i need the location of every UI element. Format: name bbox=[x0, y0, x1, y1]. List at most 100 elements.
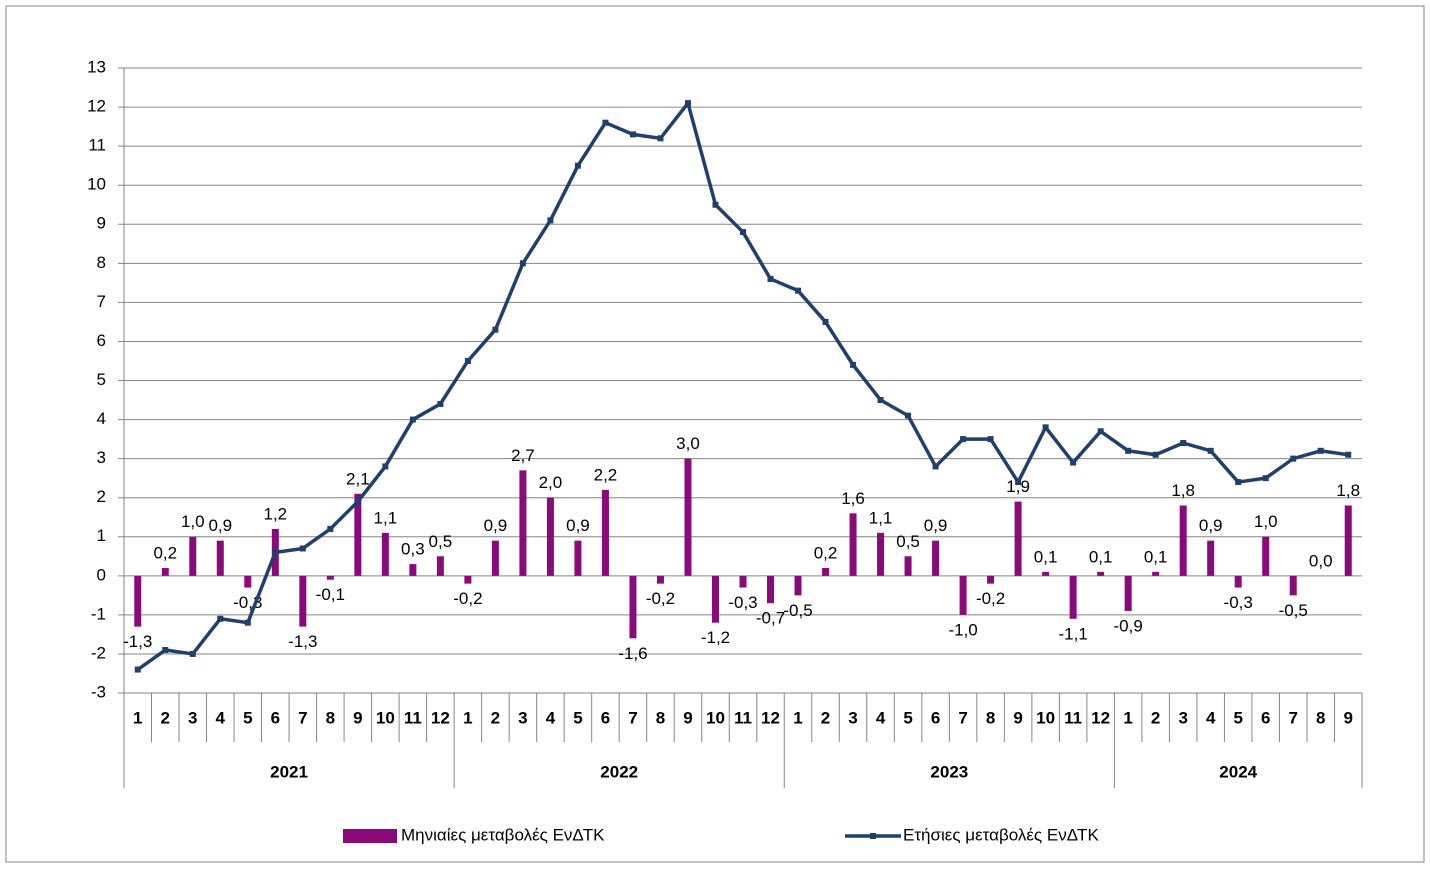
data-label: -1,6 bbox=[618, 644, 647, 663]
line-marker bbox=[684, 100, 691, 107]
y-tick-label: 11 bbox=[88, 136, 106, 155]
data-label: 0,1 bbox=[1144, 547, 1168, 566]
bar bbox=[629, 575, 637, 639]
x-tick-label: 2 bbox=[821, 708, 830, 727]
line-marker bbox=[409, 416, 416, 423]
legend-label: Μηνιαίες μεταβολές ΕνΔΤΚ bbox=[401, 825, 605, 844]
x-tick-label: 7 bbox=[958, 708, 967, 727]
x-tick-label: 6 bbox=[1261, 708, 1270, 727]
bar bbox=[711, 575, 719, 623]
line-marker bbox=[1070, 459, 1077, 466]
x-tick-label: 4 bbox=[1206, 708, 1216, 727]
data-label: 0,9 bbox=[484, 516, 508, 535]
x-tick-label: 9 bbox=[353, 708, 362, 727]
y-tick-label: -3 bbox=[91, 682, 106, 701]
x-tick-label: 8 bbox=[326, 708, 335, 727]
y-tick-label: 1 bbox=[97, 526, 106, 545]
y-tick-label: 10 bbox=[87, 175, 106, 194]
x-tick-label: 9 bbox=[1013, 708, 1022, 727]
line-marker bbox=[1180, 440, 1187, 446]
bar bbox=[1097, 571, 1105, 576]
data-label: 0,5 bbox=[429, 532, 453, 551]
data-label: -0,3 bbox=[728, 593, 757, 612]
bar bbox=[849, 513, 857, 576]
bar bbox=[1207, 540, 1215, 576]
line-marker bbox=[244, 619, 251, 626]
x-tick-label: 8 bbox=[1316, 708, 1325, 727]
y-tick-label: 0 bbox=[97, 565, 106, 584]
group-label: 2024 bbox=[1219, 762, 1257, 781]
y-tick-label: 9 bbox=[97, 214, 106, 233]
x-tick-label: 9 bbox=[1344, 708, 1353, 727]
x-tick-label: 5 bbox=[243, 708, 252, 727]
bar bbox=[354, 493, 362, 576]
legend-label: Ετήσιες μεταβολές ΕνΔΤΚ bbox=[903, 825, 1099, 844]
line-marker bbox=[905, 412, 912, 419]
x-tick-label: 7 bbox=[628, 708, 637, 727]
data-label: 0,2 bbox=[814, 543, 838, 562]
data-label: -0,7 bbox=[756, 609, 785, 628]
y-tick-label: 13 bbox=[87, 57, 106, 76]
data-label: 0,3 bbox=[401, 540, 425, 559]
x-tick-label: 4 bbox=[876, 708, 886, 727]
line-marker bbox=[1097, 428, 1104, 435]
line-marker bbox=[547, 217, 554, 224]
data-label: 1,1 bbox=[374, 508, 398, 527]
bar bbox=[491, 540, 499, 576]
bar bbox=[1344, 505, 1352, 576]
bar bbox=[574, 540, 582, 576]
bar bbox=[739, 575, 747, 588]
data-label: -1,0 bbox=[948, 620, 977, 639]
legend-swatch bbox=[870, 833, 876, 839]
x-tick-label: 8 bbox=[986, 708, 995, 727]
bar bbox=[1289, 575, 1297, 596]
bar bbox=[1042, 571, 1050, 576]
line-marker bbox=[134, 666, 141, 673]
x-tick-label: 11 bbox=[404, 708, 422, 727]
x-tick-label: 5 bbox=[1233, 708, 1242, 727]
x-tick-label: 9 bbox=[683, 708, 692, 727]
y-tick-label: -2 bbox=[91, 643, 106, 662]
bar bbox=[326, 575, 334, 580]
data-label: 2,0 bbox=[539, 473, 563, 492]
bar bbox=[409, 564, 417, 576]
data-label: -1,3 bbox=[123, 632, 152, 651]
x-tick-label: 6 bbox=[271, 708, 280, 727]
x-tick-label: 11 bbox=[1064, 708, 1082, 727]
group-label: 2022 bbox=[600, 762, 638, 781]
x-tick-label: 7 bbox=[1288, 708, 1297, 727]
x-tick-label: 2 bbox=[1151, 708, 1160, 727]
x-tick-label: 6 bbox=[601, 708, 610, 727]
line-marker bbox=[1207, 447, 1214, 454]
bar bbox=[959, 575, 967, 615]
x-tick-label: 5 bbox=[903, 708, 912, 727]
data-label: 0,1 bbox=[1034, 547, 1058, 566]
y-tick-label: 4 bbox=[97, 409, 106, 428]
y-tick-label: -1 bbox=[91, 604, 106, 623]
data-label: -0,2 bbox=[453, 589, 482, 608]
bar bbox=[794, 575, 802, 596]
x-tick-label: 3 bbox=[188, 708, 197, 727]
data-label: -0,2 bbox=[976, 589, 1005, 608]
data-label: -0,3 bbox=[1224, 593, 1253, 612]
data-label: -0,5 bbox=[1279, 601, 1308, 620]
data-label: -1,2 bbox=[701, 628, 730, 647]
x-tick-label: 4 bbox=[546, 708, 556, 727]
x-tick-label: 10 bbox=[1036, 708, 1055, 727]
bar bbox=[244, 575, 252, 588]
y-tick-label: 3 bbox=[97, 448, 106, 467]
line-marker bbox=[354, 498, 361, 505]
line-marker bbox=[382, 463, 389, 470]
y-tick-label: 6 bbox=[97, 331, 106, 350]
data-label: 1,1 bbox=[869, 508, 893, 527]
x-tick-label: 5 bbox=[573, 708, 582, 727]
line-marker bbox=[299, 545, 306, 552]
data-label: 1,0 bbox=[181, 512, 205, 531]
y-tick-label: 12 bbox=[87, 97, 106, 116]
data-label: 0,9 bbox=[208, 516, 232, 535]
bar bbox=[822, 568, 830, 576]
group-label: 2021 bbox=[270, 762, 308, 781]
line-marker bbox=[1317, 447, 1324, 454]
bar bbox=[381, 532, 389, 576]
